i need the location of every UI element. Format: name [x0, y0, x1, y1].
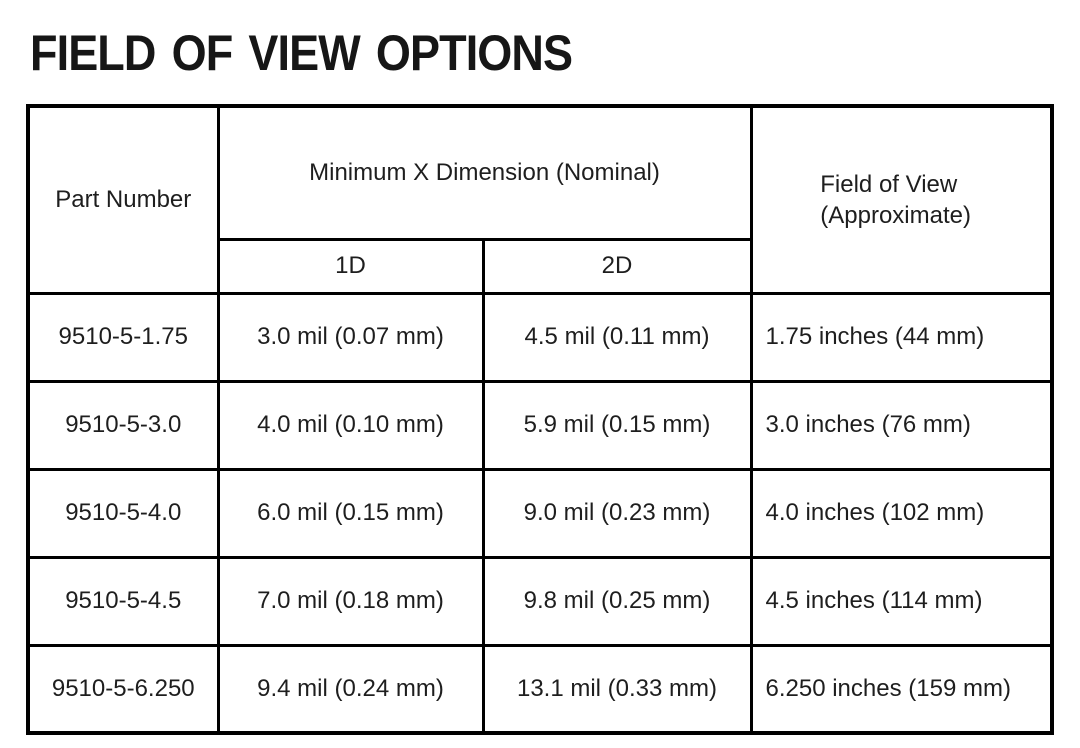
part-number-cell: 9510-5-4.5 [26, 555, 220, 647]
field-of-view-table: Part Number Minimum X Dimension (Nominal… [26, 104, 1054, 735]
table-row: 9510-5-4.0 6.0 mil (0.15 mm) 9.0 mil (0.… [26, 467, 1054, 559]
table-header-row-main: Part Number Minimum X Dimension (Nominal… [26, 104, 1054, 295]
min-x-2d-cell: 5.9 mil (0.15 mm) [481, 379, 753, 471]
field-of-view-cell: 3.0 inches (76 mm) [749, 379, 1054, 471]
header-part-number: Part Number [26, 104, 220, 295]
header-field-of-view-label: Field of View (Approximate) [820, 170, 971, 229]
field-of-view-cell: 4.5 inches (114 mm) [749, 555, 1054, 647]
field-of-view-cell: 6.250 inches (159 mm) [749, 643, 1054, 735]
part-number-cell: 9510-5-4.0 [26, 467, 220, 559]
header-field-of-view: Field of View (Approximate) [749, 104, 1054, 295]
page-title: FIELD OF VIEW OPTIONS [30, 25, 573, 81]
min-x-1d-cell: 4.0 mil (0.10 mm) [216, 379, 485, 471]
field-of-view-cell: 1.75 inches (44 mm) [749, 291, 1054, 383]
table-row: 9510-5-4.5 7.0 mil (0.18 mm) 9.8 mil (0.… [26, 555, 1054, 647]
min-x-1d-cell: 9.4 mil (0.24 mm) [216, 643, 485, 735]
table-row: 9510-5-1.75 3.0 mil (0.07 mm) 4.5 mil (0… [26, 291, 1054, 383]
header-sub-2d: 2D [481, 237, 753, 295]
min-x-2d-cell: 9.8 mil (0.25 mm) [481, 555, 753, 647]
field-of-view-cell: 4.0 inches (102 mm) [749, 467, 1054, 559]
table-header-row-sub: 1D 2D [28, 237, 1052, 295]
table-row: 9510-5-6.250 9.4 mil (0.24 mm) 13.1 mil … [26, 643, 1054, 735]
min-x-1d-cell: 3.0 mil (0.07 mm) [216, 291, 485, 383]
header-min-x-dimension: Minimum X Dimension (Nominal) [216, 104, 753, 241]
min-x-2d-cell: 13.1 mil (0.33 mm) [481, 643, 753, 735]
table-row: 9510-5-3.0 4.0 mil (0.10 mm) 5.9 mil (0.… [26, 379, 1054, 471]
part-number-cell: 9510-5-1.75 [26, 291, 220, 383]
min-x-2d-cell: 9.0 mil (0.23 mm) [481, 467, 753, 559]
min-x-1d-cell: 7.0 mil (0.18 mm) [216, 555, 485, 647]
part-number-cell: 9510-5-3.0 [26, 379, 220, 471]
header-sub-1d: 1D [216, 237, 485, 295]
min-x-2d-cell: 4.5 mil (0.11 mm) [481, 291, 753, 383]
min-x-1d-cell: 6.0 mil (0.15 mm) [216, 467, 485, 559]
part-number-cell: 9510-5-6.250 [26, 643, 220, 735]
